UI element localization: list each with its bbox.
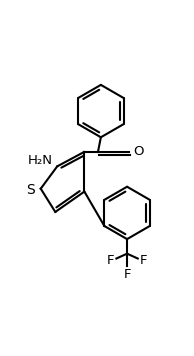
- Text: O: O: [133, 145, 143, 158]
- Text: F: F: [140, 253, 147, 267]
- Text: F: F: [123, 268, 131, 281]
- Text: F: F: [107, 253, 114, 267]
- Text: S: S: [26, 183, 35, 197]
- Text: H₂N: H₂N: [27, 154, 52, 167]
